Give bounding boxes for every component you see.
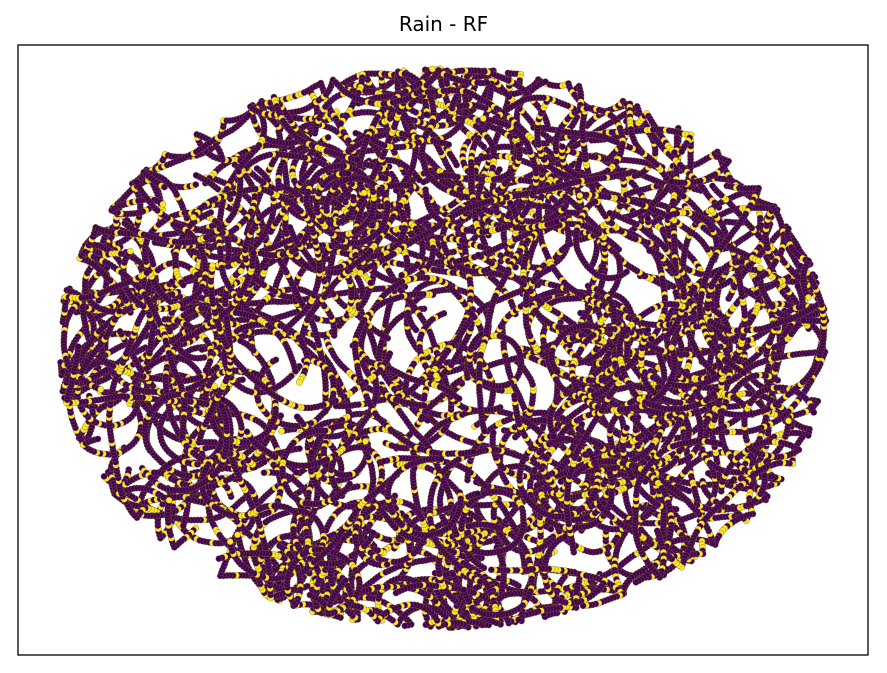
- point-class-0: [453, 161, 460, 169]
- point-layer: [57, 65, 830, 632]
- point-class-0: [59, 368, 67, 376]
- point-class-0: [94, 435, 102, 443]
- chart-title: Rain - RF: [0, 12, 887, 36]
- plot-frame: [17, 44, 869, 656]
